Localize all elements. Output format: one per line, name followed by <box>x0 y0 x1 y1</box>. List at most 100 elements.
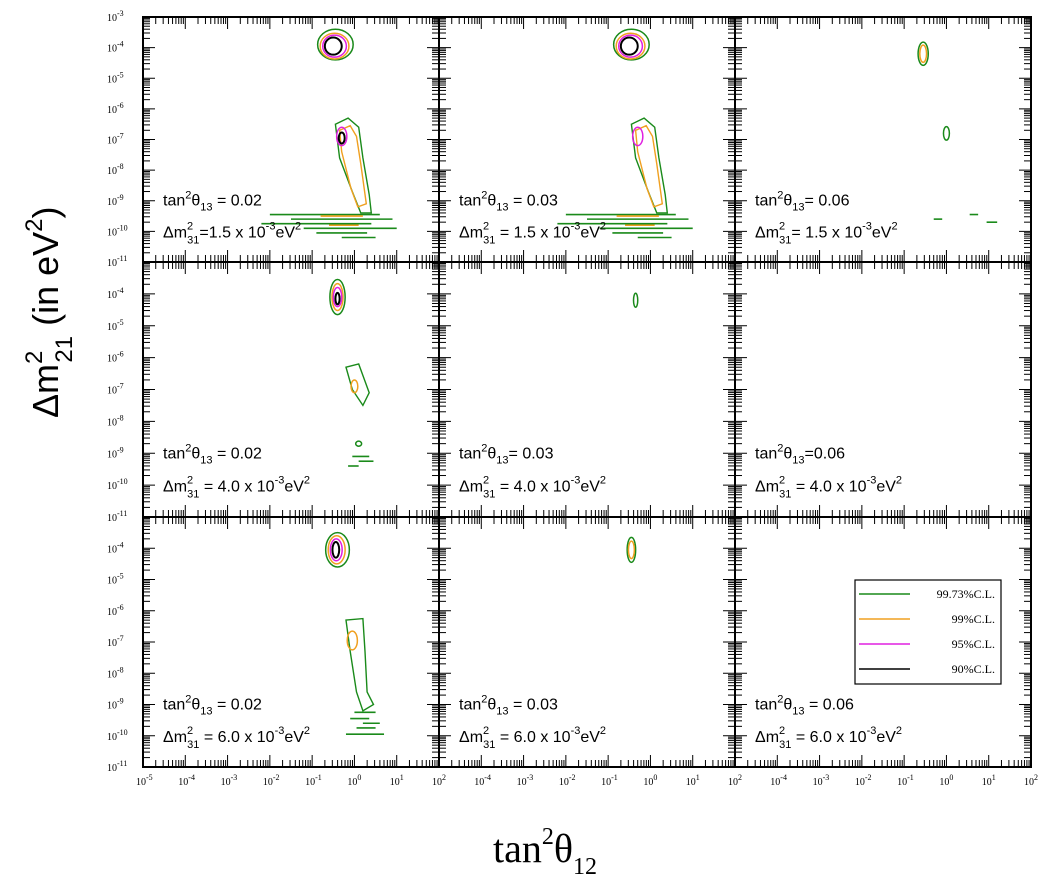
contour-90 <box>619 36 639 56</box>
panel-r0-c1: tan2θ13 = 0.03 Δm2 31 = 1.5 x 10-3eV2 <box>438 16 736 263</box>
contour-99 <box>331 282 344 312</box>
contour-99 <box>350 379 359 394</box>
y-tick-label: 10-8 <box>107 413 124 428</box>
x-tick-label: 100 <box>939 773 953 788</box>
contour-99.73 <box>316 28 354 61</box>
contour-99 <box>338 124 368 208</box>
y-tick-label: 10-4 <box>107 540 124 555</box>
x-tick-label: 102 <box>1024 773 1038 788</box>
legend-label: 99%C.L. <box>952 612 995 626</box>
y-tick-labels: 10-3 10-4 10-5 10-6 10-7 10-8 10-9 10-10 10-11 10… <box>107 9 128 774</box>
y-tick-label: 10-5 <box>107 318 124 333</box>
y-tick-label: 10-11 <box>107 759 127 774</box>
y-tick-label: 10-5 <box>107 572 124 587</box>
panel-label-theta13: tan2θ13= 0.03 <box>459 442 554 466</box>
panel-ticks <box>142 17 439 263</box>
panel-label-theta13: tan2θ13 = 0.02 <box>163 190 262 214</box>
y-tick-label: 10-5 <box>107 70 124 85</box>
y-tick-label: 10-6 <box>107 101 124 116</box>
contour-99 <box>919 44 928 64</box>
panel-ticks <box>142 517 439 768</box>
panel-label-dm31: Δm2 31 = 6.0 x 10-3eV2 <box>163 725 310 751</box>
x-tick-label: 101 <box>686 773 700 788</box>
contour-99 <box>634 124 664 208</box>
panel-ticks <box>734 17 1031 263</box>
panel-label: tan2θ13 = 0.03 Δm2 31 = 6.0 x 10-3eV2 <box>459 694 606 752</box>
y-tick-label: 10-7 <box>107 132 124 147</box>
panel-label-theta13: tan2θ13= 0.06 <box>755 190 850 214</box>
contour-99.73 <box>612 28 650 61</box>
x-tick-label: 10-2 <box>855 773 872 788</box>
y-tick-label: 10-9 <box>107 697 124 712</box>
x-tick-label: 10-5 <box>136 773 153 788</box>
panel-r2-c0: tan2θ13 = 0.02 Δm2 31 = 6.0 x 10-3eV2 <box>142 516 440 768</box>
y-tick-label: 10-11 <box>107 509 127 524</box>
y-tick-label: 10-10 <box>107 728 128 743</box>
contour-95 <box>321 34 348 58</box>
x-tick-label: 10-4 <box>178 773 195 788</box>
panel-ticks <box>438 17 735 263</box>
x-tick-label: 101 <box>982 773 996 788</box>
panel-label-theta13: tan2θ13 = 0.03 <box>459 694 558 718</box>
panel-label-theta13: tan2θ13=0.06 <box>755 442 845 466</box>
panel-contours <box>329 278 374 467</box>
x-axis-title: tan2θ12 <box>493 824 597 880</box>
contour-95 <box>329 538 343 562</box>
panel-label-dm31: Δm2 31 = 6.0 x 10-3eV2 <box>459 725 606 751</box>
panel-label: tan2θ13 = 0.06 Δm2 31 = 6.0 x 10-3eV2 <box>755 694 902 752</box>
contour-99.73 <box>354 440 363 447</box>
y-tick-label: 10-10 <box>107 223 128 238</box>
y-tick-label: 10-4 <box>107 286 124 301</box>
x-tick-label: 100 <box>643 773 657 788</box>
panel-ticks <box>734 517 1031 768</box>
panel-label-theta13: tan2θ13 = 0.03 <box>459 190 558 214</box>
panel-label-dm31: Δm2 31 = 4.0 x 10-3eV2 <box>163 475 310 501</box>
panel-contours <box>557 28 693 239</box>
y-tick-label: 10-8 <box>107 162 124 177</box>
panel-label: tan2θ13 = 0.02 Δm2 31 = 6.0 x 10-3eV2 <box>163 694 310 752</box>
x-tick-label: 101 <box>390 773 404 788</box>
contour-90 <box>331 541 341 559</box>
legend-label: 90%C.L. <box>952 662 995 676</box>
contour-99.73 <box>334 117 373 214</box>
y-tick-label: 10-6 <box>107 350 124 365</box>
y-tick-label: 10-9 <box>107 193 124 208</box>
panel-r0-c0: tan2θ13 = 0.02 Δm2 31=1.5 x 10-3eV2 <box>142 16 440 263</box>
x-axis-title-text: tan2θ12 <box>493 824 597 880</box>
x-tick-label: 10-4 <box>474 773 491 788</box>
y-tick-label: 10-11 <box>107 254 127 269</box>
panel-r0-c2: tan2θ13= 0.06 Δm2 31= 1.5 x 10-3eV2 <box>734 16 1032 263</box>
panel-ticks <box>438 517 735 768</box>
panel-label-dm31: Δm2 31=1.5 x 10-3eV2 <box>163 221 301 247</box>
x-tick-label: 100 <box>347 773 361 788</box>
panel-r1-c1: tan2θ13= 0.03 Δm2 31 = 4.0 x 10-3eV2 <box>438 261 736 518</box>
contour-99.73 <box>324 531 351 568</box>
legend: 99.73%C.L. 99%C.L. 95%C.L. 90%C.L. <box>854 579 1002 685</box>
panel-r1-c0: tan2θ13 = 0.02 Δm2 31 = 4.0 x 10-3eV2 <box>142 261 440 518</box>
panel-contours <box>917 41 998 223</box>
x-tick-label: 10-4 <box>770 773 787 788</box>
panel-label: tan2θ13 = 0.03 Δm2 31 = 1.5 x 10-3eV2 <box>459 190 606 247</box>
panel-label-dm31: Δm2 31 = 6.0 x 10-3eV2 <box>755 725 902 751</box>
contour-99 <box>327 535 346 565</box>
panel-r2-c1: tan2θ13 = 0.03 Δm2 31 = 6.0 x 10-3eV2 <box>438 516 736 768</box>
x-tick-labels: 10-5 10-4 10-3 10-2 10-1 100 101 102 10-4 10-3 10-… <box>136 773 1038 788</box>
y-tick-label: 10-7 <box>107 382 124 397</box>
contour-99.73 <box>632 292 639 309</box>
panel-label-dm31: Δm2 31 = 4.0 x 10-3eV2 <box>459 475 606 501</box>
x-tick-label: 102 <box>432 773 446 788</box>
x-tick-label: 10-3 <box>813 773 830 788</box>
contour-99 <box>615 32 646 60</box>
panel-label-theta13: tan2θ13 = 0.02 <box>163 694 262 718</box>
y-tick-label: 10-10 <box>107 477 128 492</box>
panel-label: tan2θ13 = 0.02 Δm2 31 = 4.0 x 10-3eV2 <box>163 442 310 500</box>
contour-99 <box>319 32 350 60</box>
contour-99 <box>627 540 636 560</box>
panel-ticks <box>438 262 735 518</box>
contour-90 <box>323 36 343 56</box>
y-tick-label: 10-7 <box>107 634 124 649</box>
panel-label-theta13: tan2θ13 = 0.02 <box>163 442 262 466</box>
legend-label: 99.73%C.L. <box>937 587 995 601</box>
